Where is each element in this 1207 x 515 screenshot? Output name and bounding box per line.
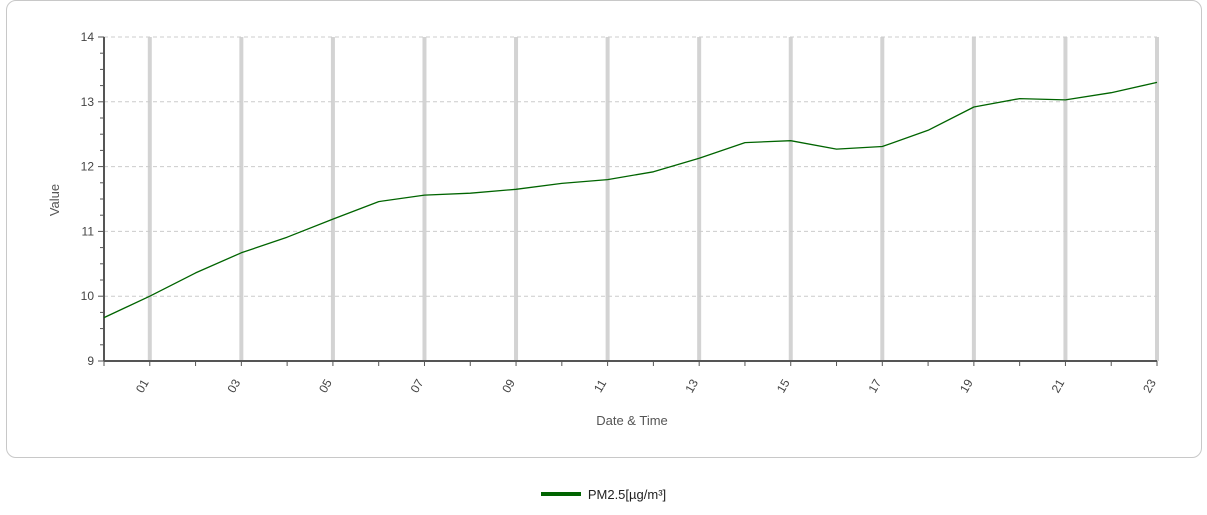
y-axis-label: Value (47, 184, 62, 216)
y-axis-ticks: 9 10 11 12 13 14 (81, 30, 104, 368)
x-tick-label: 23 (1140, 376, 1159, 395)
x-tick-label: 07 (408, 376, 427, 395)
x-tick-label: 15 (774, 376, 793, 395)
y-tick-label: 11 (82, 224, 95, 238)
x-tick-label: 11 (591, 377, 610, 395)
legend-swatch (540, 492, 581, 496)
x-tick-label: 13 (682, 376, 701, 395)
x-tick-label: 05 (316, 376, 335, 395)
series-line-0 (103, 81, 1158, 319)
legend-item-pm25[interactable]: PM2.5[µg/m³] (540, 486, 667, 502)
x-tick-label: 01 (133, 376, 152, 395)
x-axis-label: Date & Time (596, 413, 668, 428)
y-tick-label: 10 (81, 289, 95, 303)
legend: PM2.5[µg/m³] (0, 484, 1207, 502)
vertical-gridlines (147, 37, 1159, 361)
x-tick-label: 03 (224, 376, 243, 395)
series-lines (103, 81, 1158, 319)
x-tick-label: 17 (865, 376, 884, 395)
y-tick-label: 13 (81, 95, 95, 109)
x-axis-ticks: 01 03 05 07 09 11 13 15 17 19 21 23 (103, 361, 1159, 395)
x-tick-label: 19 (957, 376, 976, 395)
horizontal-gridlines (104, 36, 1157, 297)
x-tick-label: 09 (499, 376, 518, 395)
legend-label: PM2.5[µg/m³] (587, 486, 667, 502)
axes (103, 37, 1157, 362)
x-tick-label: 21 (1049, 376, 1068, 395)
y-tick-label: 12 (81, 160, 95, 174)
y-tick-label: 14 (81, 30, 95, 44)
chart-frame (6, 0, 1202, 458)
y-tick-label: 9 (87, 354, 94, 368)
